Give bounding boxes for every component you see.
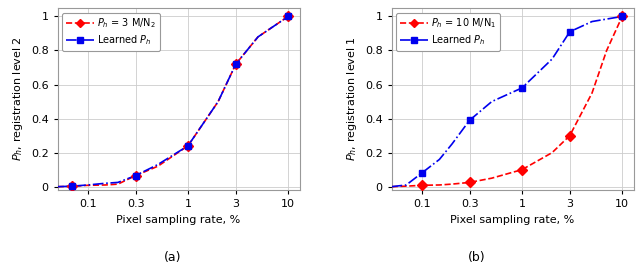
Legend: $P_h$ = 10 M/N$_1$, Learned $P_h$: $P_h$ = 10 M/N$_1$, Learned $P_h$ bbox=[396, 13, 500, 51]
Text: (b): (b) bbox=[468, 251, 486, 264]
X-axis label: Pixel sampling rate, %: Pixel sampling rate, % bbox=[116, 215, 241, 225]
Y-axis label: $P_h$, registration level 1: $P_h$, registration level 1 bbox=[345, 36, 359, 162]
Y-axis label: $P_h$, registration level 2: $P_h$, registration level 2 bbox=[12, 36, 25, 162]
Legend: $P_h$ = 3 M/N$_2$, Learned $P_h$: $P_h$ = 3 M/N$_2$, Learned $P_h$ bbox=[63, 13, 160, 51]
X-axis label: Pixel sampling rate, %: Pixel sampling rate, % bbox=[451, 215, 575, 225]
Text: (a): (a) bbox=[164, 251, 182, 264]
